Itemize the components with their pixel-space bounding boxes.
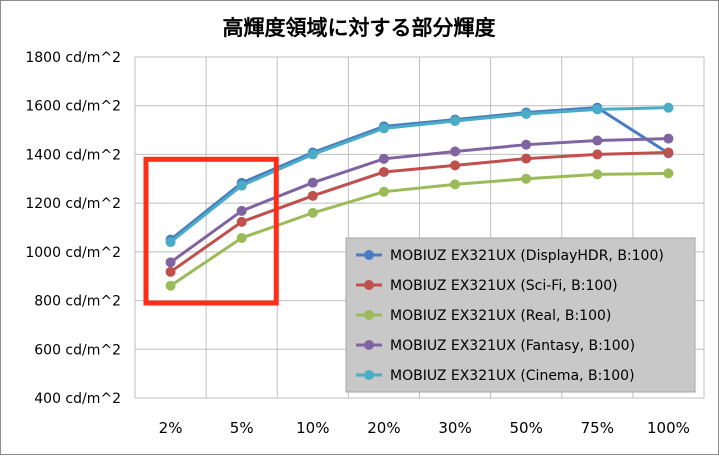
legend-label: MOBIUZ EX321UX (DisplayHDR, B:100) (390, 248, 664, 264)
x-tick-label: 30% (438, 419, 471, 437)
data-point (663, 147, 674, 158)
series-line (169, 171, 669, 287)
x-tick-label: 75% (581, 419, 614, 437)
legend-label: MOBIUZ EX321UX (Cinema, B:100) (390, 368, 635, 384)
legend-marker (364, 340, 374, 350)
legend-item: MOBIUZ EX321UX (Cinema, B:100) (356, 368, 635, 384)
series-line (169, 150, 669, 274)
legend-item: MOBIUZ EX321UX (DisplayHDR, B:100) (356, 248, 664, 264)
data-point (378, 166, 389, 177)
x-tick-label: 20% (367, 419, 400, 437)
x-tick-label: 50% (510, 419, 543, 437)
data-point (307, 190, 318, 201)
data-point (450, 179, 461, 190)
y-tick-label: 800 cd/m^2 (34, 294, 121, 310)
data-point (165, 237, 176, 248)
y-tick-label: 1600 cd/m^2 (25, 99, 121, 115)
data-point (165, 280, 176, 291)
series-line (169, 106, 669, 244)
data-point (378, 123, 389, 134)
data-point (450, 146, 461, 157)
data-point (663, 133, 674, 144)
data-point (236, 232, 247, 243)
legend-label: MOBIUZ EX321UX (Fantasy, B:100) (390, 338, 635, 354)
data-point (521, 173, 532, 184)
series-line (169, 137, 669, 264)
y-tick-label: 1000 cd/m^2 (25, 245, 121, 261)
y-tick-label: 1200 cd/m^2 (25, 196, 121, 212)
data-point (450, 116, 461, 127)
data-point (592, 149, 603, 160)
series-lines (165, 102, 674, 291)
legend-marker (364, 370, 374, 380)
highlight-box (143, 156, 279, 306)
y-tick-label: 1400 cd/m^2 (25, 147, 121, 163)
data-point (307, 207, 318, 218)
legend-box (345, 237, 696, 393)
series-4 (165, 133, 674, 268)
data-point (521, 108, 532, 119)
x-tick-label: 2% (159, 419, 183, 437)
legend-item: MOBIUZ EX321UX (Fantasy, B:100) (356, 338, 635, 354)
legend-label: MOBIUZ EX321UX (Sci-Fi, B:100) (390, 278, 618, 294)
legend-label: MOBIUZ EX321UX (Real, B:100) (390, 308, 611, 324)
legend-marker (364, 280, 374, 290)
data-point (165, 266, 176, 277)
series-line (169, 106, 670, 241)
legend: MOBIUZ EX321UX (DisplayHDR, B:100) MOBIUZ… (345, 237, 696, 393)
data-point (521, 153, 532, 164)
legend-marker (364, 250, 374, 260)
data-point (663, 168, 674, 179)
data-point (236, 216, 247, 227)
x-tick-label: 10% (296, 419, 329, 437)
y-tick-label: 1800 cd/m^2 (25, 50, 121, 66)
data-point (521, 139, 532, 150)
data-point (236, 180, 247, 191)
data-point (663, 102, 674, 113)
y-tick-label: 600 cd/m^2 (34, 342, 121, 358)
data-point (307, 177, 318, 188)
data-point (378, 186, 389, 197)
series-3 (165, 168, 674, 291)
data-point (165, 257, 176, 268)
legend-marker (364, 310, 374, 320)
data-point (592, 135, 603, 146)
data-point (236, 205, 247, 216)
y-axis-tick-labels: 400 cd/m^2 600 cd/m^2 800 cd/m^2 1000 cd/m^… (25, 50, 121, 407)
x-axis-tick-labels: 2% 5% 10% 20% 30% 50% 75% 100% (159, 419, 690, 437)
x-tick-label: 100% (647, 419, 690, 437)
legend-item: MOBIUZ EX321UX (Real, B:100) (356, 308, 611, 324)
series-2 (165, 147, 674, 277)
series-5 (165, 102, 674, 248)
data-point (450, 160, 461, 171)
data-point (378, 153, 389, 164)
chart-title: 高輝度領域に対する部分輝度 (223, 16, 496, 40)
y-tick-label: 400 cd/m^2 (34, 391, 121, 407)
legend-item: MOBIUZ EX321UX (Sci-Fi, B:100) (356, 278, 618, 294)
x-tick-label: 5% (230, 419, 254, 437)
data-point (592, 104, 603, 115)
data-point (592, 169, 603, 180)
highlight-rect (143, 156, 279, 306)
data-point (307, 149, 318, 160)
